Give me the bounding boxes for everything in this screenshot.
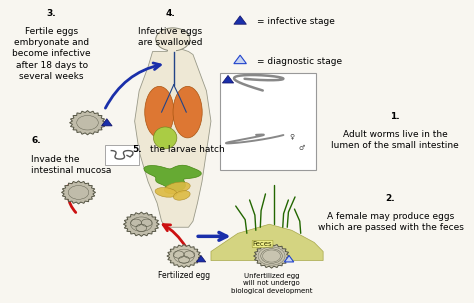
Ellipse shape bbox=[173, 191, 190, 200]
Text: 6.: 6. bbox=[31, 136, 41, 145]
Ellipse shape bbox=[145, 86, 174, 138]
FancyBboxPatch shape bbox=[168, 45, 176, 53]
Text: Infective eggs
are swallowed: Infective eggs are swallowed bbox=[138, 27, 203, 47]
Text: Fertilized egg: Fertilized egg bbox=[158, 271, 210, 281]
Text: = diagnostic stage: = diagnostic stage bbox=[257, 57, 342, 66]
Text: ♂: ♂ bbox=[299, 145, 305, 151]
Text: Fertile eggs
embryonate and
become infective
after 18 days to
several weeks: Fertile eggs embryonate and become infec… bbox=[12, 27, 91, 81]
Polygon shape bbox=[196, 256, 206, 262]
Polygon shape bbox=[101, 119, 112, 126]
Polygon shape bbox=[284, 256, 294, 262]
Text: = infective stage: = infective stage bbox=[257, 17, 335, 26]
Polygon shape bbox=[135, 48, 211, 227]
Ellipse shape bbox=[154, 127, 177, 149]
Polygon shape bbox=[144, 165, 201, 191]
Text: ♀: ♀ bbox=[290, 133, 295, 139]
Polygon shape bbox=[234, 16, 246, 24]
Polygon shape bbox=[254, 244, 290, 268]
Polygon shape bbox=[222, 75, 234, 83]
Text: Invade the
intestinal mucosa: Invade the intestinal mucosa bbox=[31, 155, 112, 175]
Ellipse shape bbox=[155, 188, 177, 197]
Polygon shape bbox=[234, 55, 246, 64]
Text: 2.: 2. bbox=[386, 194, 395, 203]
Polygon shape bbox=[62, 181, 96, 204]
Polygon shape bbox=[211, 224, 323, 261]
Text: the larvae hatch: the larvae hatch bbox=[150, 145, 225, 155]
Text: 3.: 3. bbox=[47, 9, 56, 18]
FancyBboxPatch shape bbox=[106, 145, 139, 165]
Polygon shape bbox=[70, 111, 106, 135]
Circle shape bbox=[156, 28, 190, 51]
Polygon shape bbox=[123, 212, 159, 236]
Ellipse shape bbox=[164, 182, 190, 194]
Text: Adult worms live in the
lumen of the small intestine: Adult worms live in the lumen of the sma… bbox=[331, 130, 459, 150]
Text: Feces: Feces bbox=[253, 241, 273, 247]
Polygon shape bbox=[167, 245, 201, 268]
Ellipse shape bbox=[173, 86, 202, 138]
Text: 4.: 4. bbox=[166, 9, 175, 18]
FancyBboxPatch shape bbox=[220, 73, 317, 170]
Text: Unfertilized egg
will not undergo
biological development: Unfertilized egg will not undergo biolog… bbox=[231, 273, 312, 294]
Text: 5.: 5. bbox=[132, 145, 142, 155]
Text: A female may produce eggs
which are passed with the feces: A female may produce eggs which are pass… bbox=[318, 212, 464, 232]
Text: 1.: 1. bbox=[390, 112, 400, 121]
